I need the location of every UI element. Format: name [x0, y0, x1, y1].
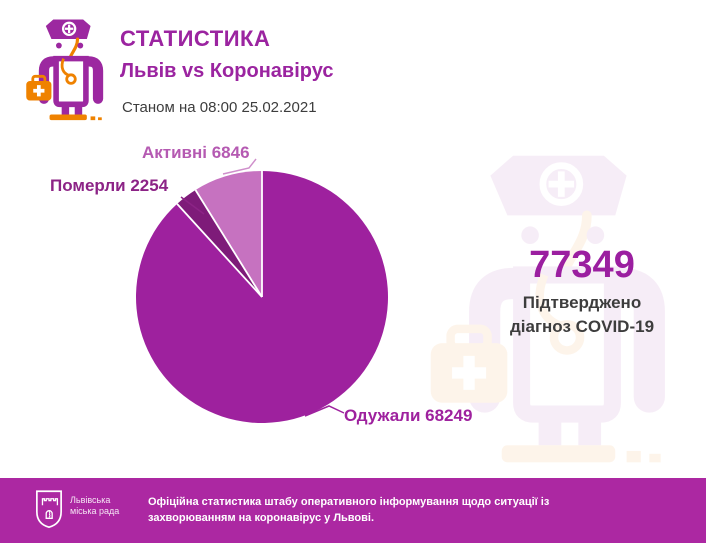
pie-slice-deaths	[177, 189, 262, 297]
confirmed-stat-block: 77349 Підтверджено діагноз COVID-19	[472, 243, 692, 339]
pie-slice-active	[195, 171, 262, 297]
pie-label-recovered: Одужали 68249	[344, 406, 473, 425]
footer-description: Офіційна статистика штабу оперативного і…	[148, 496, 550, 524]
confirmed-total-caption: Підтверджено діагноз COVID-19	[509, 293, 655, 336]
footer-bar: Львівська міська рада Офіційна статистик…	[0, 478, 706, 543]
pie-label-active: Активні 6846	[142, 143, 250, 162]
page-title: СТАТИСТИКА	[120, 26, 271, 51]
org-name: Львівська міська рада	[70, 495, 120, 516]
as-of-timestamp: Станом на 08:00 25.02.2021	[122, 99, 317, 116]
pie-chart	[132, 167, 392, 427]
lviv-city-council-crest-icon	[36, 490, 62, 529]
page-subtitle: Львів vs Коронавірус	[120, 60, 334, 82]
pie-label-deaths: Померли 2254	[50, 176, 169, 195]
doctor-icon	[24, 12, 118, 122]
confirmed-total-value: 77349	[529, 244, 635, 286]
